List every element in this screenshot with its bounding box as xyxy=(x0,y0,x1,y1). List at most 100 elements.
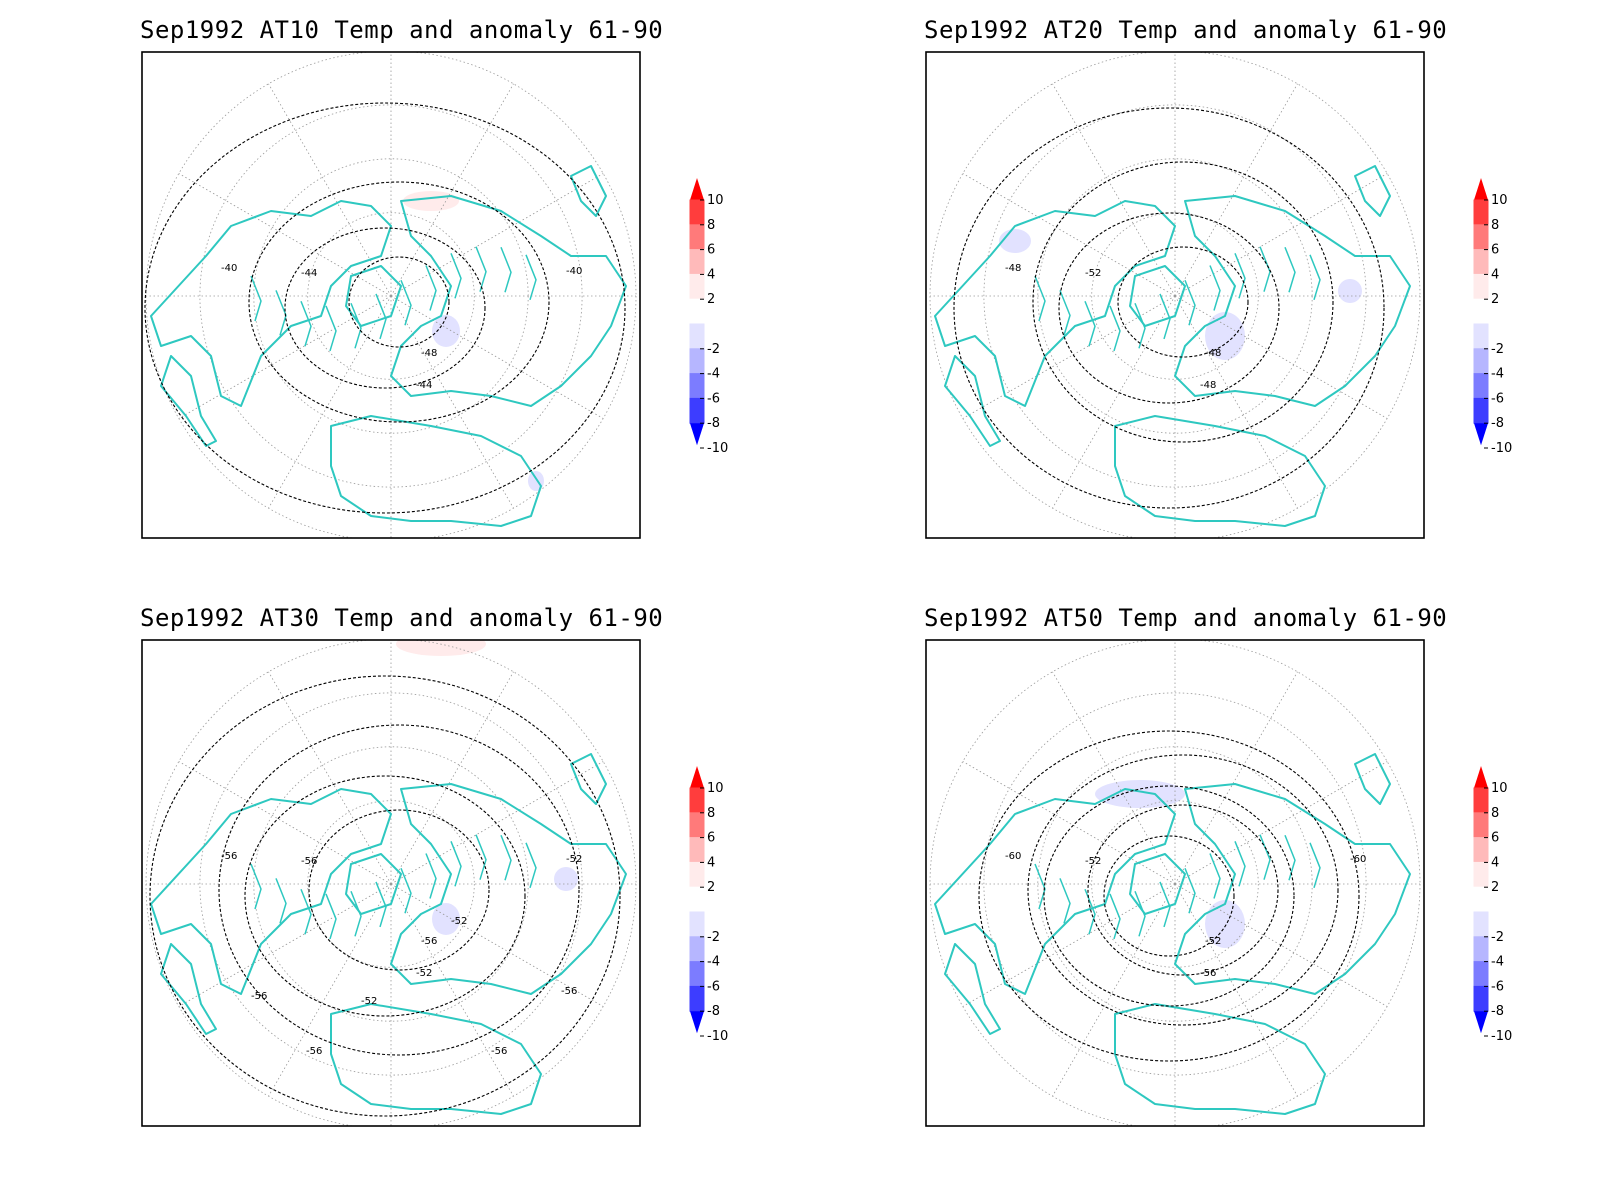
meridian-line xyxy=(1052,83,1176,297)
colorbar-tick-label: -8 xyxy=(1491,1004,1504,1019)
border-line xyxy=(500,834,512,881)
colorbar-tick-label: 8 xyxy=(707,218,715,233)
colorbar-tick-label: 6 xyxy=(707,243,715,258)
contour-label: -56 xyxy=(251,991,267,1002)
colorbar-tick-label: 4 xyxy=(1491,267,1499,282)
meridian-line xyxy=(268,671,392,885)
border-line xyxy=(1284,834,1296,881)
temperature-contour xyxy=(1117,246,1249,358)
contour-label: -56 xyxy=(221,851,237,862)
meridian-line xyxy=(390,761,604,885)
colorbar-tick-label: 2 xyxy=(1491,292,1499,307)
contour-label: -60 xyxy=(1005,851,1021,862)
colorbar-segment xyxy=(689,397,705,424)
contour-label: -48 xyxy=(1205,348,1221,359)
border-line xyxy=(1084,888,1096,935)
coastline xyxy=(1174,783,1411,995)
map-at50: -60 -52 -52 -56 -60 10 8 6 4 2 -2 -4 -6 -8 -10 xyxy=(925,639,1512,1127)
contour-label: -52 xyxy=(416,968,432,979)
coastline xyxy=(330,415,542,527)
coastline xyxy=(1354,165,1391,217)
colorbar-tick-label: 2 xyxy=(707,292,715,307)
coastline xyxy=(570,753,607,805)
contour-label: -52 xyxy=(566,854,582,865)
colorbar-segment xyxy=(1473,298,1489,325)
border-line xyxy=(525,842,537,889)
meridian-line xyxy=(390,83,514,297)
border-line xyxy=(1234,253,1246,299)
border-line xyxy=(1059,290,1071,336)
colorbar-tick-label: -8 xyxy=(707,1004,720,1019)
colorbar-segment xyxy=(1473,224,1489,251)
border-line xyxy=(1134,891,1146,937)
colorbar-segment xyxy=(1473,249,1489,275)
meridian-line xyxy=(178,173,392,297)
colorbar-max-arrow xyxy=(1474,766,1488,788)
coastline xyxy=(1354,753,1391,805)
contour-label: -52 xyxy=(361,996,377,1007)
meridian-line xyxy=(1174,83,1298,297)
colorbar-tick-label: -4 xyxy=(707,955,720,970)
border-line xyxy=(275,290,287,336)
temperature-contour xyxy=(248,181,550,423)
colorbar-segment xyxy=(1473,373,1489,399)
colorbar-tick-label: 4 xyxy=(707,855,715,870)
coastline xyxy=(345,265,402,327)
border-line xyxy=(275,878,287,924)
contour-label: -48 xyxy=(1200,380,1216,391)
colorbar-segment xyxy=(1473,397,1489,424)
anomaly-blob xyxy=(432,903,460,935)
colorbar-segment xyxy=(1473,812,1489,839)
meridian-line xyxy=(390,173,604,297)
coastline xyxy=(390,783,627,995)
border-line xyxy=(1209,265,1221,311)
colorbar-tick-label: 10 xyxy=(1491,781,1508,796)
anomaly-blob xyxy=(1205,900,1245,948)
latitude-circle xyxy=(983,692,1367,1076)
temperature-contour xyxy=(149,675,621,1117)
map-area: -60 -52 -52 -56 -60 xyxy=(929,640,1421,1126)
panel-title: Sep1992 AT50 Temp and anomaly 61-90 xyxy=(924,604,1448,632)
colorbar-min-arrow xyxy=(690,423,704,446)
colorbar-tick-label: -6 xyxy=(1491,391,1504,406)
colorbar-segment xyxy=(689,787,705,814)
coastline xyxy=(934,788,1176,995)
colorbar-tick-label: 10 xyxy=(1491,193,1508,208)
colorbar-segment xyxy=(1473,936,1489,963)
border-line xyxy=(1109,305,1121,352)
colorbar-segment xyxy=(689,861,705,888)
map-area: -48 -52 -48 -48 xyxy=(929,52,1421,538)
temperature-contour xyxy=(978,730,1360,1062)
temperature-contour xyxy=(244,775,526,1017)
border-line xyxy=(325,893,337,940)
border-line xyxy=(1159,881,1171,928)
colorbar-segment xyxy=(689,373,705,399)
temperature-contour xyxy=(1027,754,1339,1026)
colorbar-tick-label: -10 xyxy=(1491,1029,1512,1044)
border-line xyxy=(500,246,512,293)
contour-label: -56 xyxy=(561,986,577,997)
colorbar-tick-label: -4 xyxy=(1491,955,1504,970)
coastline xyxy=(390,195,627,407)
colorbar-segment xyxy=(1473,886,1489,913)
coastline xyxy=(1129,265,1186,327)
coastline xyxy=(150,200,392,407)
colorbar-segment xyxy=(1473,348,1489,375)
border-line xyxy=(450,841,462,887)
colorbar-segment xyxy=(689,298,705,325)
temperature-contour xyxy=(1087,804,1279,976)
contour-label: -56 xyxy=(306,1046,322,1057)
border-line xyxy=(375,881,387,928)
border-line xyxy=(1184,279,1196,326)
border-line xyxy=(300,888,312,935)
border-line xyxy=(1034,863,1046,910)
meridian-line xyxy=(962,173,1176,297)
colorbar-segment xyxy=(689,812,705,839)
panel-title: Sep1992 AT30 Temp and anomaly 61-90 xyxy=(140,604,664,632)
colorbar-tick-label: -2 xyxy=(707,930,720,945)
latitude-circle xyxy=(983,104,1367,488)
colorbar-segment xyxy=(689,348,705,375)
colorbar-segment xyxy=(1473,961,1489,987)
latitude-circle xyxy=(199,104,583,488)
map-frame xyxy=(141,51,641,539)
